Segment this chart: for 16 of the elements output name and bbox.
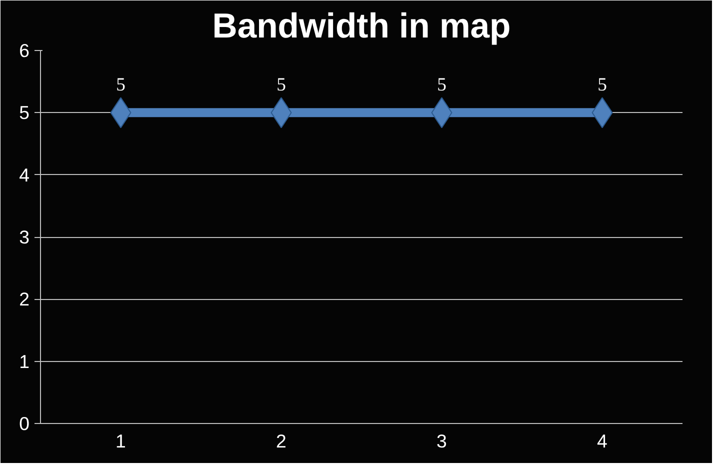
y-tick-label: 1 bbox=[19, 350, 30, 372]
data-label: 5 bbox=[116, 74, 126, 96]
y-tick-label: 5 bbox=[19, 102, 30, 124]
x-tick-label: 4 bbox=[597, 430, 608, 452]
y-tick-label: 2 bbox=[19, 288, 30, 310]
y-tick-label: 6 bbox=[19, 40, 30, 61]
y-tick-label: 4 bbox=[19, 164, 30, 186]
y-tick-label: 3 bbox=[19, 226, 30, 248]
x-tick-label: 2 bbox=[276, 430, 286, 452]
x-tick-label: 1 bbox=[116, 430, 126, 452]
chart-title: Bandwidth in map bbox=[212, 8, 511, 46]
data-label: 5 bbox=[276, 74, 286, 96]
data-label: 5 bbox=[598, 74, 607, 96]
x-tick-label: 3 bbox=[436, 430, 447, 452]
data-label: 5 bbox=[437, 74, 446, 96]
y-tick-label: 0 bbox=[19, 413, 30, 434]
